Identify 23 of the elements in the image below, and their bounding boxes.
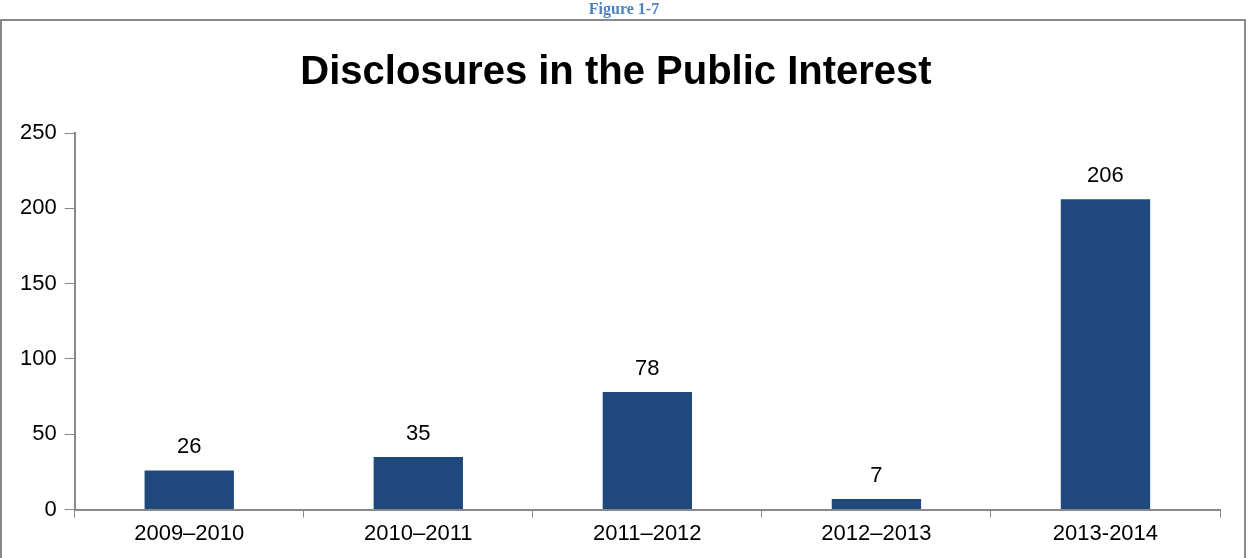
y-tick-label: 250 bbox=[19, 119, 57, 145]
x-tick-label: 2010–2011 bbox=[364, 519, 473, 545]
chart-title: Disclosures in the Public Interest bbox=[300, 48, 932, 93]
caption: Figure 1-7 bbox=[587, 0, 661, 18]
y-tick-label: 100 bbox=[19, 345, 57, 371]
bar bbox=[144, 470, 234, 510]
bar bbox=[373, 456, 463, 510]
x-tick-label: 2011–2012 bbox=[593, 519, 702, 545]
y-tick-label: 200 bbox=[19, 194, 57, 220]
data-label: 26 bbox=[176, 433, 202, 459]
data-label: 78 bbox=[635, 355, 660, 381]
bar bbox=[602, 392, 693, 510]
y-tick-label: 0 bbox=[44, 495, 57, 521]
data-label: 7 bbox=[870, 462, 883, 488]
bar bbox=[1060, 199, 1151, 510]
data-label: 206 bbox=[1087, 162, 1124, 188]
bar bbox=[831, 499, 922, 510]
y-tick-label: 50 bbox=[32, 420, 57, 446]
data-label: 35 bbox=[406, 419, 431, 445]
x-tick-label: 2009–2010 bbox=[134, 519, 245, 545]
x-tick-label: 2012–2013 bbox=[821, 519, 932, 545]
y-tick-label: 150 bbox=[19, 269, 57, 295]
x-tick-label: 2013-2014 bbox=[1052, 519, 1159, 545]
